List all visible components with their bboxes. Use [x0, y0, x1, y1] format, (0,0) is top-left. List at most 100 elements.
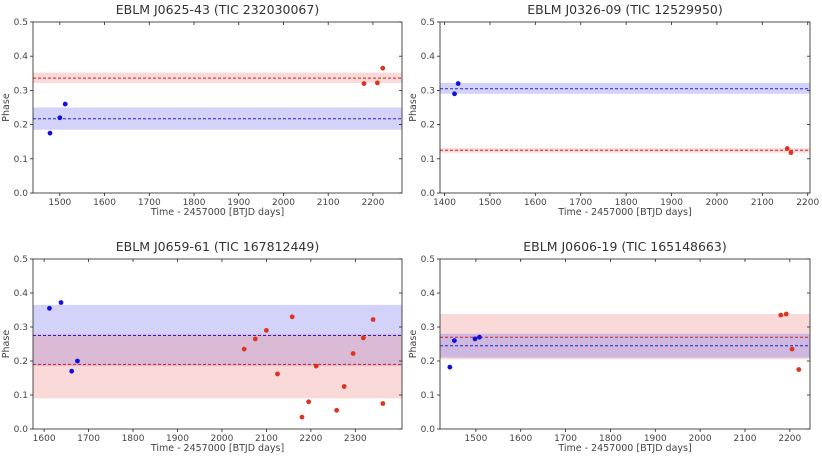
- y-tick-label: 0.3: [421, 323, 435, 333]
- y-tick-label: 0.1: [14, 391, 28, 401]
- y-tick-label: 0.3: [421, 86, 435, 96]
- x-tick-label: 2200: [361, 198, 384, 208]
- x-axis-label: Time - 2457000 [BTJD days]: [557, 207, 691, 218]
- x-tick-label: 1700: [138, 198, 161, 208]
- y-tick-label: 0.2: [14, 121, 28, 131]
- x-tick-label: 1600: [93, 198, 116, 208]
- data-point-red: [241, 346, 247, 352]
- x-tick-label: 2100: [734, 434, 757, 444]
- data-point-red: [361, 81, 367, 86]
- data-point-red: [264, 328, 269, 333]
- y-tick-label: 0.1: [421, 155, 435, 165]
- chart-panel-3: 1600 1700 1800 1900 2000 2100 2200 2300 0.0 0.1 0.…: [1, 239, 403, 454]
- data-point-blue: [447, 364, 453, 370]
- data-point-red: [341, 384, 347, 389]
- data-point-red: [789, 346, 795, 352]
- y-tick-label: 0.5: [14, 18, 28, 28]
- y-tick-label: 0.2: [421, 121, 435, 131]
- data-point-red: [375, 80, 380, 86]
- x-tick-label: 1500: [48, 198, 71, 208]
- data-point-red: [299, 414, 305, 420]
- plot-frame: [439, 21, 811, 194]
- y-tick-label: 0.0: [14, 425, 29, 435]
- data-point-red: [306, 399, 312, 405]
- band-red: [33, 72, 402, 83]
- data-point-blue: [452, 91, 457, 97]
- y-tick-label: 0.5: [421, 255, 435, 265]
- data-point-red: [783, 311, 789, 317]
- data-point-red: [289, 314, 295, 320]
- x-tick-label: 1800: [183, 198, 206, 208]
- x-tick-label: 1700: [569, 198, 592, 208]
- x-tick-label: 1500: [478, 198, 501, 208]
- band-red: [440, 314, 810, 360]
- y-tick-label: 0.4: [14, 52, 29, 62]
- x-tick-label: 1900: [660, 198, 683, 208]
- x-tick-label: 1600: [509, 434, 532, 444]
- data-point-red: [360, 335, 366, 341]
- chart-title: EBLM J0326-09 (TIC 12529950): [527, 2, 722, 17]
- x-tick-label: 1700: [554, 434, 577, 444]
- y-tick-label: 0.3: [14, 323, 28, 333]
- data-point-red: [370, 317, 376, 322]
- x-tick-label: 1600: [524, 198, 547, 208]
- x-tick-label: 2000: [689, 434, 712, 444]
- x-tick-label: 1400: [433, 198, 456, 208]
- x-tick-label: 1800: [122, 434, 145, 444]
- y-tick-label: 0.0: [14, 189, 29, 199]
- data-point-red: [796, 367, 802, 372]
- chart-title: EBLM J0606-19 (TIC 165148663): [523, 239, 726, 254]
- x-tick-label: 1500: [464, 434, 487, 444]
- data-point-blue: [47, 305, 52, 311]
- x-tick-label: 2200: [796, 198, 819, 208]
- y-axis-label: Phase: [408, 330, 419, 359]
- x-tick-label: 1900: [644, 434, 667, 444]
- y-tick-label: 0.2: [14, 357, 28, 367]
- x-tick-label: 2200: [778, 434, 801, 444]
- x-tick-label: 1900: [166, 434, 189, 444]
- data-point-red: [784, 146, 790, 151]
- x-tick-label: 1900: [227, 198, 250, 208]
- x-tick-label: 2300: [344, 434, 367, 444]
- data-point-red: [275, 371, 280, 377]
- x-tick-label: 1800: [615, 198, 638, 208]
- data-point-blue: [58, 300, 64, 305]
- data-point-red: [252, 336, 258, 342]
- data-point-blue: [455, 81, 461, 86]
- x-axis-label: Time - 2457000 [BTJD days]: [150, 443, 284, 454]
- x-tick-label: 2000: [272, 198, 295, 208]
- x-tick-label: 1800: [599, 434, 622, 444]
- plot-frame: [32, 258, 403, 430]
- x-axis-label: Time - 2457000 [BTJD days]: [557, 443, 691, 454]
- plot-frame: [439, 258, 811, 430]
- data-point-red: [380, 65, 386, 71]
- chart-panel-2: 1400 1500 1600 1700 1800 1900 2000 2100 2200 0.0 0…: [408, 2, 819, 218]
- data-point-blue: [477, 334, 482, 340]
- data-point-blue: [62, 101, 68, 107]
- x-tick-label: 2100: [751, 198, 774, 208]
- x-axis-label: Time - 2457000 [BTJD days]: [150, 207, 284, 218]
- y-tick-label: 0.5: [14, 255, 28, 265]
- y-tick-label: 0.1: [14, 155, 28, 165]
- data-point-red: [778, 312, 784, 318]
- data-point-blue: [57, 115, 63, 121]
- y-tick-label: 0.1: [421, 391, 435, 401]
- chart-title: EBLM J0659-61 (TIC 167812449): [116, 239, 319, 254]
- y-tick-label: 0.0: [421, 189, 436, 199]
- chart-title: EBLM J0625-43 (TIC 232030067): [116, 2, 319, 17]
- data-point-blue: [47, 130, 53, 136]
- plot-frame: [32, 21, 403, 194]
- band-red: [33, 333, 402, 399]
- y-tick-label: 0.3: [14, 86, 28, 96]
- x-tick-label: 2000: [210, 434, 233, 444]
- x-tick-label: 2100: [317, 198, 340, 208]
- data-point-red: [350, 351, 356, 356]
- x-tick-label: 2200: [299, 434, 322, 444]
- chart-panel-4: 1500 1600 1700 1800 1900 2000 2100 2200 0.0 0.1 0.…: [408, 239, 811, 454]
- data-point-red: [313, 363, 319, 369]
- x-tick-label: 2100: [255, 434, 278, 444]
- y-tick-label: 0.4: [421, 289, 436, 299]
- y-axis-label: Phase: [1, 93, 12, 122]
- y-tick-label: 0.0: [421, 425, 436, 435]
